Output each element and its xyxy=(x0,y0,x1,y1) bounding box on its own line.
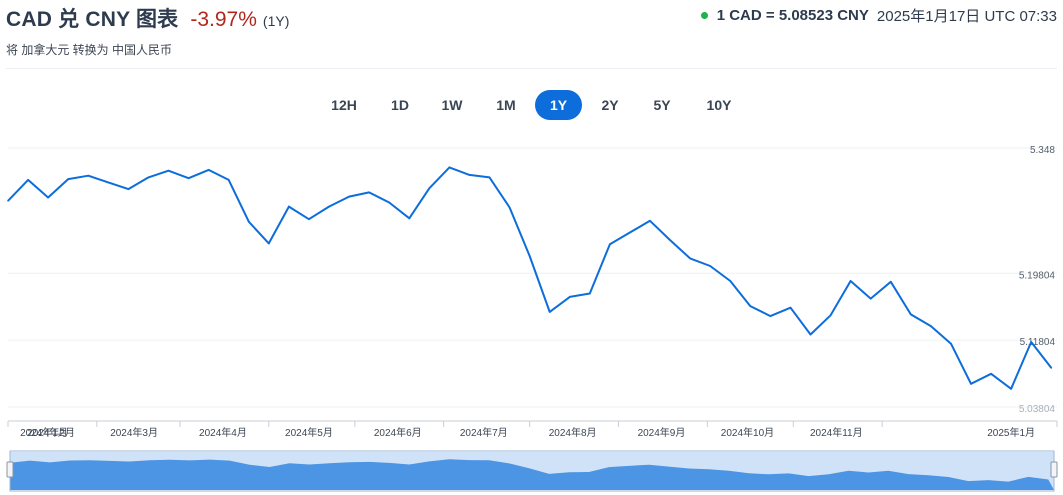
data-point xyxy=(448,166,451,169)
data-point xyxy=(107,181,110,184)
data-point xyxy=(508,206,511,209)
x-tick-label: 2024年9月 xyxy=(638,426,686,439)
live-indicator-icon xyxy=(700,12,708,19)
navigator-handle-right[interactable] xyxy=(1050,461,1058,478)
data-point xyxy=(528,255,531,257)
x-tick-label: 2024年6月 xyxy=(374,426,422,439)
period-label: (1Y) xyxy=(262,13,290,29)
data-point xyxy=(789,306,792,309)
data-point xyxy=(368,191,370,194)
live-rate: 1 CAD = 5.08523 CNY 2025年1月17日 UTC 07:33 xyxy=(700,5,1057,26)
y-tick-label: 5.348 xyxy=(1030,145,1055,156)
x-tick-label: 2024年7月 xyxy=(460,426,508,439)
y-tick-label: 5.03804 xyxy=(1019,404,1056,415)
tab-12h[interactable]: 12H xyxy=(331,97,357,113)
x-tick-label: 2025年1月 xyxy=(987,426,1035,439)
data-point xyxy=(990,373,992,375)
data-point xyxy=(248,220,250,223)
navigator-handle-left[interactable] xyxy=(6,461,14,478)
data-point xyxy=(669,239,671,241)
conversion-subtitle: 将 加拿大元 转换为 中国人民币 xyxy=(6,43,173,57)
x-tick-label: 2024年2月 xyxy=(27,426,75,439)
data-point xyxy=(227,179,230,181)
data-point xyxy=(468,174,471,176)
data-point xyxy=(207,169,210,171)
data-point xyxy=(930,325,932,327)
data-point xyxy=(408,217,411,220)
data-point xyxy=(649,220,651,222)
tab-5y[interactable]: 5Y xyxy=(653,97,671,113)
data-point xyxy=(849,280,852,282)
data-point xyxy=(87,174,90,177)
data-point xyxy=(749,305,752,307)
data-point xyxy=(729,280,732,282)
rate-value: 1 CAD = 5.08523 CNY xyxy=(716,7,869,24)
data-point xyxy=(308,218,310,220)
data-point xyxy=(609,243,611,245)
data-point xyxy=(548,311,551,313)
header-divider xyxy=(6,68,1057,69)
rate-series-line xyxy=(7,166,1053,390)
data-point xyxy=(1030,341,1032,343)
tab-1d[interactable]: 1D xyxy=(391,97,409,113)
tab-2y[interactable]: 2Y xyxy=(601,97,619,113)
x-tick-label: 2024年10月 xyxy=(721,426,774,439)
range-tabs: 12H 1D 1W 1M 1Y 2Y 5Y 10Y xyxy=(0,90,1063,120)
data-point xyxy=(569,296,571,298)
tab-1m[interactable]: 1M xyxy=(496,97,516,113)
data-point xyxy=(829,314,832,317)
change-percent: -3.97% xyxy=(190,8,257,31)
y-tick-label: 5.19804 xyxy=(1019,270,1056,281)
x-tick-label: 2024年5月 xyxy=(285,426,333,439)
data-point xyxy=(328,205,330,208)
data-point xyxy=(629,231,631,234)
tab-1y[interactable]: 1Y xyxy=(535,90,582,120)
data-point xyxy=(1050,367,1053,369)
data-point xyxy=(809,333,812,336)
x-tick-label: 2024年8月 xyxy=(549,426,597,439)
data-point xyxy=(709,265,711,267)
x-tick-label: 2024年11月 xyxy=(810,426,863,439)
data-point xyxy=(970,383,972,385)
data-point xyxy=(268,242,270,245)
data-point xyxy=(488,176,491,179)
data-point xyxy=(127,188,130,190)
data-point xyxy=(67,178,69,180)
rate-timestamp: 2025年1月17日 UTC 07:33 xyxy=(876,8,1057,25)
data-point xyxy=(187,177,190,179)
data-point xyxy=(950,342,952,345)
data-point xyxy=(47,196,49,199)
navigator-area xyxy=(10,459,1054,490)
data-point xyxy=(428,187,431,190)
x-tick-label: 2024年4月 xyxy=(199,426,247,439)
x-tick-label: 2024年1月 xyxy=(20,426,68,439)
data-point xyxy=(388,201,391,204)
chart-title: CAD 兑 CNY 图表 xyxy=(6,8,179,31)
data-point xyxy=(288,205,290,208)
data-point xyxy=(27,179,29,181)
data-point xyxy=(147,176,150,179)
data-point xyxy=(589,292,591,295)
data-point xyxy=(1010,388,1012,390)
data-point xyxy=(910,313,912,316)
y-tick-label: 5.11804 xyxy=(1020,337,1056,348)
chart-header: CAD 兑 CNY 图表 -3.97% (1Y) xyxy=(6,3,289,33)
data-point xyxy=(348,195,350,198)
tab-10y[interactable]: 10Y xyxy=(706,97,732,113)
data-point xyxy=(890,281,892,283)
data-point xyxy=(167,169,170,172)
data-point xyxy=(869,297,872,300)
data-point xyxy=(7,200,9,202)
data-point xyxy=(769,315,772,317)
x-tick-label: 2024年3月 xyxy=(110,426,158,439)
data-point xyxy=(689,257,691,260)
tab-1w[interactable]: 1W xyxy=(441,97,463,113)
